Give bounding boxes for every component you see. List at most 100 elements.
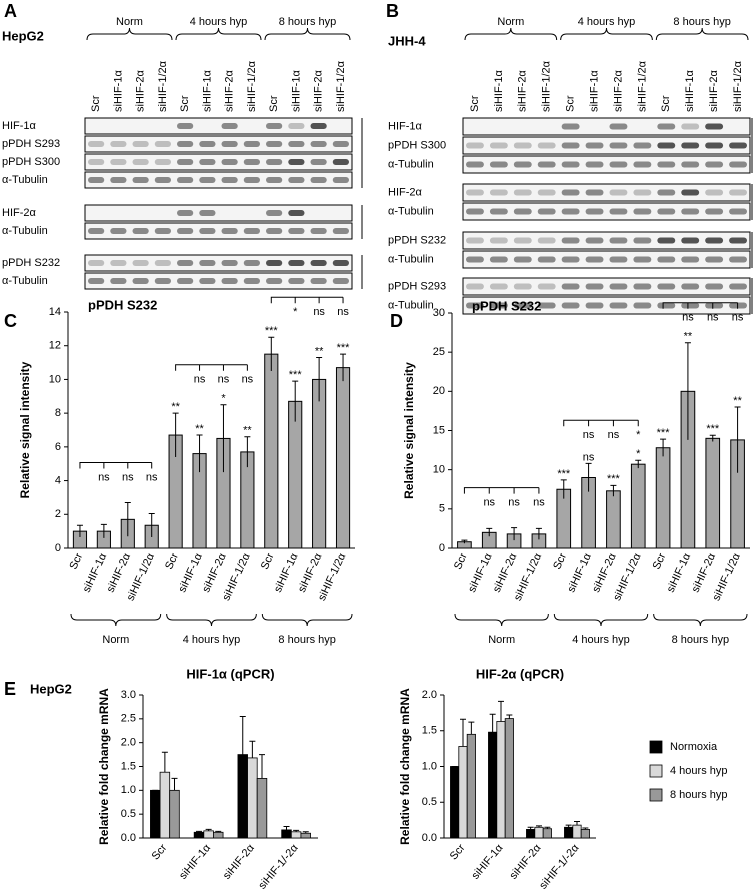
legend-label: 4 hours hyp bbox=[670, 765, 727, 777]
lane-label: Scr bbox=[179, 95, 191, 112]
blot-band bbox=[110, 141, 127, 147]
blot-band bbox=[561, 142, 580, 149]
blot-band bbox=[585, 302, 604, 309]
error-bar bbox=[460, 718, 466, 747]
blot-band bbox=[489, 161, 508, 168]
panel-label: E bbox=[4, 679, 16, 699]
x-tick-label: siHIF-2α bbox=[221, 842, 257, 882]
blot-band bbox=[310, 260, 327, 266]
blot-band bbox=[288, 159, 305, 165]
blot-band bbox=[132, 159, 149, 165]
lane-label: siHIF-2α bbox=[135, 70, 147, 112]
blot-strip bbox=[462, 155, 751, 174]
blot-band bbox=[266, 123, 283, 129]
blot-band bbox=[681, 161, 700, 168]
blot-band bbox=[110, 177, 127, 183]
blot-band bbox=[243, 141, 260, 147]
blot-band bbox=[513, 142, 532, 149]
blot-band bbox=[466, 208, 484, 215]
lane-label: Scr bbox=[660, 95, 672, 112]
bar bbox=[300, 832, 311, 839]
blot-band bbox=[633, 283, 652, 290]
blot-strip bbox=[462, 250, 751, 269]
panel-label: B bbox=[386, 1, 399, 21]
error-bar bbox=[660, 438, 667, 457]
blot-band bbox=[332, 177, 349, 183]
y-tick-label: 20 bbox=[433, 385, 445, 397]
blot-band bbox=[657, 161, 676, 168]
lane-label: siHIF-2α bbox=[224, 70, 236, 112]
y-tick-label: 8 bbox=[55, 407, 61, 419]
error-bar bbox=[196, 830, 202, 833]
blot-band bbox=[266, 228, 283, 234]
blot-band bbox=[466, 283, 484, 290]
bar bbox=[572, 824, 582, 839]
blot-band bbox=[585, 142, 604, 149]
blot-band bbox=[609, 123, 628, 130]
bar bbox=[466, 733, 476, 839]
blot-band bbox=[154, 278, 171, 284]
bar bbox=[580, 829, 590, 839]
blot-band bbox=[489, 283, 508, 290]
blot-band bbox=[243, 278, 260, 284]
comparison-label: ns bbox=[146, 471, 158, 483]
blot-band bbox=[110, 278, 127, 284]
blot-band bbox=[729, 189, 747, 196]
bar bbox=[150, 789, 161, 839]
blot-band bbox=[585, 189, 604, 196]
lane-label: siHIF-1α bbox=[201, 70, 213, 112]
blot-band bbox=[177, 228, 194, 234]
significance: *** bbox=[337, 342, 351, 354]
error-bar bbox=[259, 754, 265, 779]
error-bar bbox=[205, 828, 212, 831]
blot-band bbox=[705, 302, 724, 309]
error-bar bbox=[536, 825, 542, 828]
blot-band bbox=[288, 177, 305, 183]
blot-band bbox=[310, 177, 327, 183]
error-bar bbox=[635, 459, 642, 469]
y-tick-label: 10 bbox=[49, 373, 61, 385]
y-tick-label: 15 bbox=[433, 424, 445, 436]
bar bbox=[542, 828, 552, 839]
bar bbox=[247, 757, 258, 839]
blot-band bbox=[132, 228, 149, 234]
group-label: Norm bbox=[488, 634, 515, 646]
blot-band bbox=[561, 123, 580, 130]
bar bbox=[655, 447, 671, 549]
blot-band bbox=[561, 302, 580, 309]
row-label: pPDH S300 bbox=[2, 156, 60, 168]
bar bbox=[564, 826, 574, 839]
blot-band bbox=[132, 278, 149, 284]
bar bbox=[213, 831, 224, 839]
blot-band bbox=[177, 278, 194, 284]
lane-label: siHIF-1/2α bbox=[246, 60, 258, 112]
error-bar bbox=[76, 524, 83, 538]
blot-band bbox=[537, 189, 556, 196]
lane-label: Scr bbox=[90, 95, 102, 112]
group-label: 4 hours hyp bbox=[190, 16, 247, 28]
error-bar bbox=[527, 826, 534, 830]
lane-label: siHIF-1/2α bbox=[335, 60, 347, 112]
y-tick-label: 0 bbox=[439, 542, 445, 554]
blot-band bbox=[657, 123, 676, 130]
row-label: α-Tubulin bbox=[388, 299, 434, 311]
blot-band bbox=[243, 159, 260, 165]
blot-band bbox=[561, 161, 580, 168]
blot-band bbox=[513, 208, 532, 215]
comparison-label: ns bbox=[682, 312, 694, 324]
blot-band bbox=[705, 142, 724, 149]
significance: *** bbox=[289, 369, 303, 381]
blot-strip bbox=[84, 204, 353, 222]
y-tick-label: 2 bbox=[55, 508, 61, 520]
error-bar bbox=[486, 527, 493, 537]
legend-swatch bbox=[649, 740, 663, 754]
bar bbox=[312, 378, 327, 549]
blot-strip bbox=[84, 135, 353, 153]
lane-label: siHIF-1/2α bbox=[732, 60, 744, 112]
bar bbox=[169, 789, 180, 839]
lane-label: siHIF-1α bbox=[493, 70, 505, 112]
error-bar bbox=[293, 829, 300, 832]
blot-band bbox=[561, 256, 580, 263]
blot-band bbox=[705, 256, 724, 263]
blot-band bbox=[221, 159, 238, 165]
